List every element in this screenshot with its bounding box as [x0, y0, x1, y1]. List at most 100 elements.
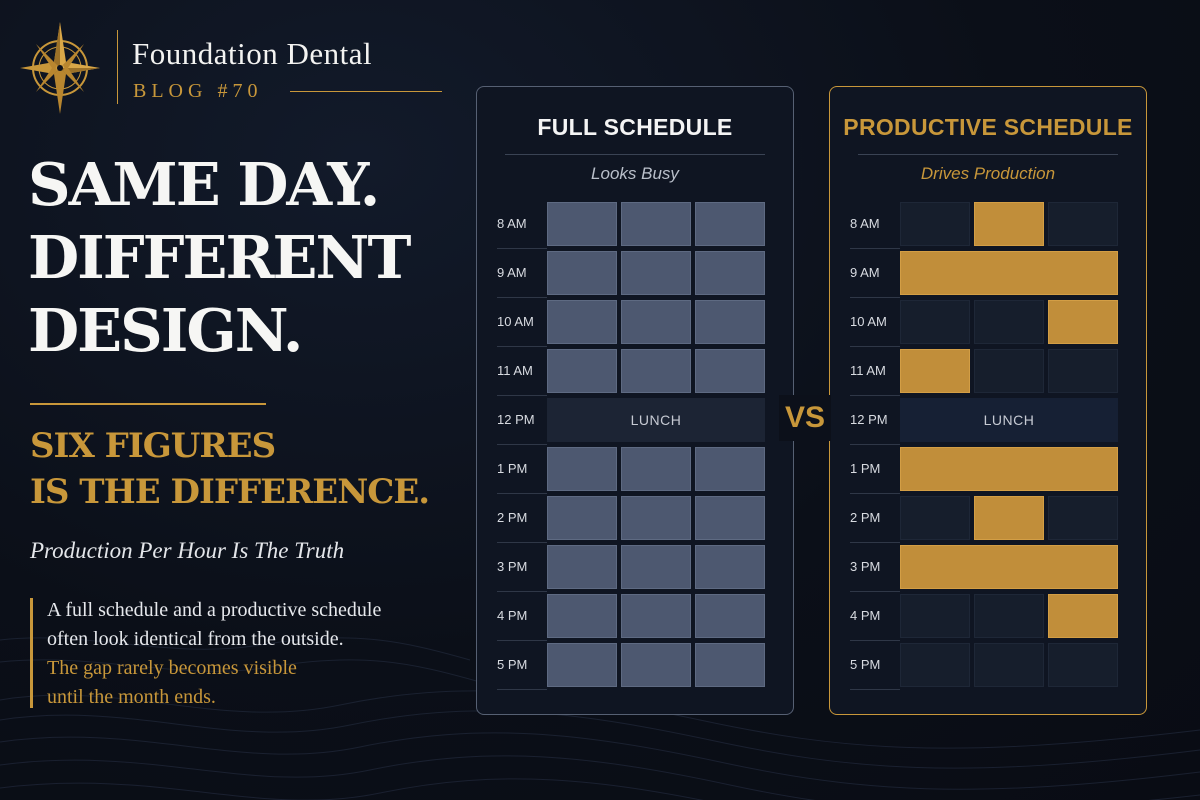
row-divider: [497, 542, 547, 543]
row-divider: [497, 640, 547, 641]
booked-slot: [547, 251, 617, 295]
booked-slot: [695, 202, 765, 246]
headline-line: DESIGN.: [28, 296, 303, 365]
row-divider: [850, 297, 900, 298]
booked-slot: [695, 594, 765, 638]
open-slot: [1048, 643, 1118, 687]
lunch-block: LUNCH: [547, 398, 765, 442]
open-slot: [900, 300, 970, 344]
productive-appointment-block: [900, 545, 1118, 589]
row-divider: [850, 395, 900, 396]
time-label: 10 AM: [850, 314, 887, 329]
row-divider: [497, 493, 547, 494]
brand-rule: [290, 91, 442, 92]
booked-slot: [621, 496, 691, 540]
booked-slot: [547, 643, 617, 687]
booked-slot: [621, 643, 691, 687]
booked-slot: [621, 202, 691, 246]
subheadline-line: IS THE DIFFERENCE.: [30, 472, 430, 512]
open-slot: [900, 594, 970, 638]
body-line: until the month ends.: [47, 686, 216, 708]
panel-title: PRODUCTIVE SCHEDULE: [843, 114, 1133, 140]
time-label: 10 AM: [497, 314, 534, 329]
row-divider: [850, 542, 900, 543]
booked-slot: [695, 349, 765, 393]
open-slot: [974, 594, 1044, 638]
open-slot: [1048, 202, 1118, 246]
booked-slot: [695, 447, 765, 491]
time-label: 3 PM: [497, 559, 528, 574]
booked-slot: [547, 496, 617, 540]
open-slot: [1048, 496, 1118, 540]
lunch-block: LUNCH: [900, 398, 1118, 442]
time-label: 3 PM: [850, 559, 881, 574]
open-slot: [974, 643, 1044, 687]
headline: SAME DAY. DIFFERENT DESIGN.: [28, 148, 411, 367]
row-divider: [497, 248, 547, 249]
body-line: often look identical from the outside.: [47, 628, 344, 650]
headline-divider: [30, 403, 266, 405]
booked-slot: [695, 496, 765, 540]
headline-line: SAME DAY.: [28, 150, 380, 219]
body-copy: A full schedule and a productive schedul…: [47, 596, 381, 712]
time-label: 2 PM: [850, 510, 881, 525]
time-label: 8 AM: [497, 216, 527, 231]
body-accent-bar: [30, 598, 33, 708]
blog-number: BLOG #70: [133, 80, 263, 102]
booked-slot: [547, 349, 617, 393]
productive-appointment-block: [900, 447, 1118, 491]
time-label: 2 PM: [497, 510, 528, 525]
open-slot: [900, 643, 970, 687]
subheadline-line: SIX FIGURES: [30, 426, 276, 466]
panel-divider: [858, 154, 1118, 155]
booked-slot: [695, 545, 765, 589]
time-label: 12 PM: [497, 412, 535, 427]
booked-slot: [695, 300, 765, 344]
row-divider: [850, 640, 900, 641]
time-label: 9 AM: [850, 265, 880, 280]
body-line: A full schedule and a productive schedul…: [47, 599, 382, 621]
productive-appointment-block: [900, 251, 1118, 295]
booked-slot: [547, 447, 617, 491]
headline-line: DIFFERENT: [28, 223, 411, 292]
time-label: 5 PM: [850, 657, 881, 672]
full-schedule-panel: FULL SCHEDULE Looks Busy 8 AM 9 AM 10 AM 11…: [476, 86, 794, 715]
compass-rose-logo: [20, 22, 100, 114]
row-divider: [497, 395, 547, 396]
productive-schedule-panel: PRODUCTIVE SCHEDULE Drives Production 8 …: [829, 86, 1147, 715]
panel-divider: [505, 154, 765, 155]
booked-slot: [621, 251, 691, 295]
panel-title: FULL SCHEDULE: [537, 114, 733, 140]
productive-appointment-slot: [974, 202, 1044, 246]
time-label: 11 AM: [850, 363, 886, 378]
booked-slot: [547, 545, 617, 589]
row-divider: [850, 346, 900, 347]
productive-appointment-slot: [1048, 300, 1118, 344]
open-slot: [900, 202, 970, 246]
row-divider: [850, 591, 900, 592]
open-slot: [974, 300, 1044, 344]
booked-slot: [695, 643, 765, 687]
tagline: Production Per Hour Is The Truth: [30, 538, 345, 563]
panel-subtitle: Drives Production: [920, 164, 1056, 183]
panel-subtitle: Looks Busy: [591, 164, 679, 183]
time-label: 9 AM: [497, 265, 527, 280]
row-divider: [497, 591, 547, 592]
time-label: 11 AM: [497, 363, 533, 378]
open-slot: [1048, 349, 1118, 393]
productive-appointment-slot: [1048, 594, 1118, 638]
subheadline: SIX FIGURES IS THE DIFFERENCE.: [30, 423, 430, 515]
brand-name: Foundation Dental: [132, 36, 373, 71]
booked-slot: [621, 300, 691, 344]
booked-slot: [547, 594, 617, 638]
booked-slot: [621, 349, 691, 393]
open-slot: [900, 496, 970, 540]
vs-label: VS: [779, 395, 831, 441]
row-divider: [850, 248, 900, 249]
time-label: 5 PM: [497, 657, 528, 672]
time-label: 12 PM: [850, 412, 888, 427]
row-divider: [850, 493, 900, 494]
row-divider: [497, 297, 547, 298]
body-line: The gap rarely becomes visible: [47, 657, 297, 679]
open-slot: [974, 349, 1044, 393]
